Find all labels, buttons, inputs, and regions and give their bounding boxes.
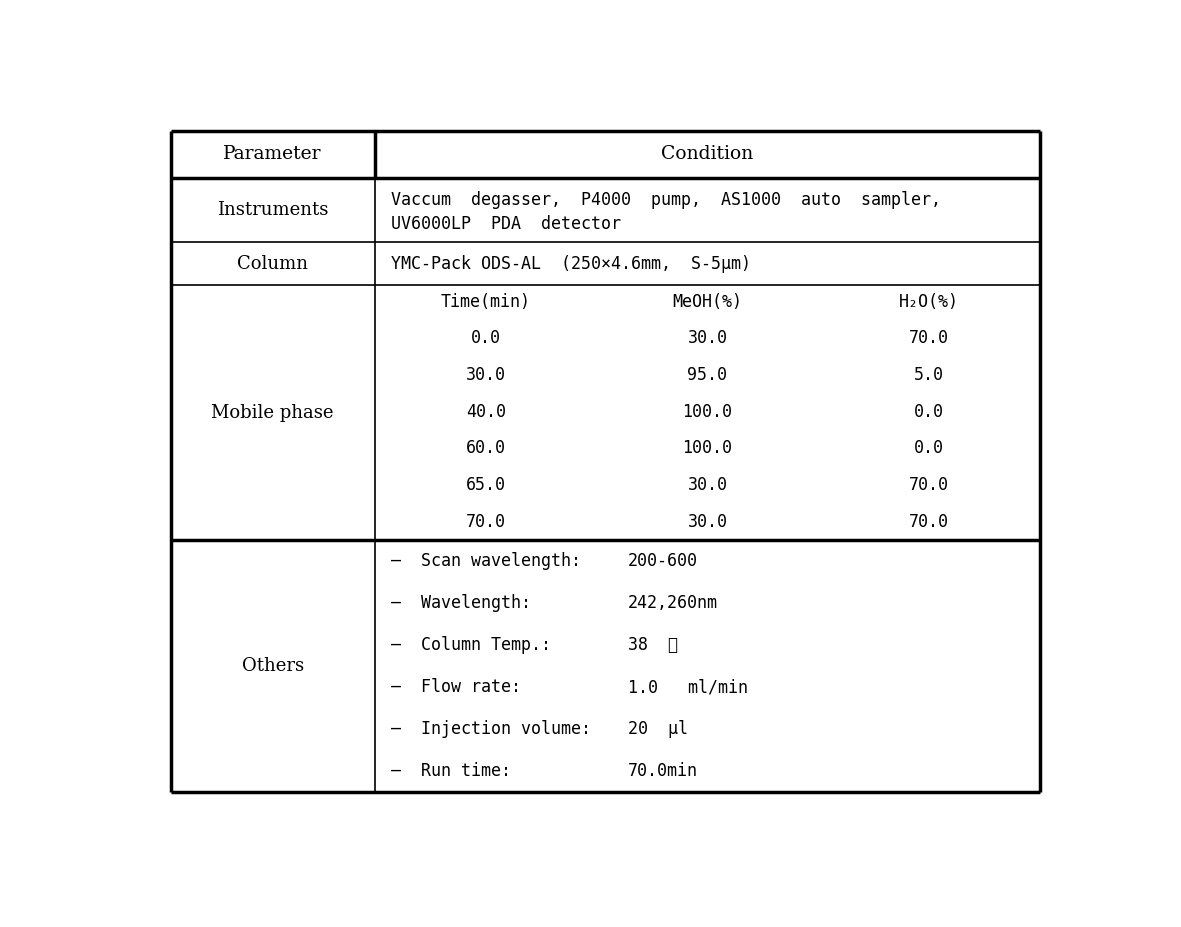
Text: Mobile phase: Mobile phase [211, 404, 334, 422]
Text: UV6000LP  PDA  detector: UV6000LP PDA detector [391, 215, 621, 233]
Text: –  Wavelength:: – Wavelength: [391, 594, 531, 613]
Text: 0.0: 0.0 [471, 329, 501, 347]
Text: 30.0: 30.0 [465, 366, 505, 384]
Text: Time(min): Time(min) [441, 293, 530, 311]
Text: 38  ℃: 38 ℃ [627, 637, 678, 654]
Text: 242,260nm: 242,260nm [627, 594, 718, 613]
Text: 70.0: 70.0 [909, 513, 950, 531]
Text: 65.0: 65.0 [465, 476, 505, 494]
Text: 70.0: 70.0 [465, 513, 505, 531]
Text: MeOH(%): MeOH(%) [672, 293, 743, 311]
Text: 30.0: 30.0 [687, 476, 727, 494]
Text: 30.0: 30.0 [687, 329, 727, 347]
Text: 100.0: 100.0 [683, 439, 732, 457]
Text: 0.0: 0.0 [914, 402, 944, 421]
Text: –  Flow rate:: – Flow rate: [391, 679, 521, 696]
Text: 5.0: 5.0 [914, 366, 944, 384]
Text: 70.0min: 70.0min [627, 762, 698, 781]
Text: 100.0: 100.0 [683, 402, 732, 421]
Text: Condition: Condition [661, 146, 753, 163]
Text: 1.0   ml/min: 1.0 ml/min [627, 679, 748, 696]
Text: Others: Others [242, 657, 304, 676]
Text: 60.0: 60.0 [465, 439, 505, 457]
Text: 95.0: 95.0 [687, 366, 727, 384]
Text: 200-600: 200-600 [627, 552, 698, 570]
Text: 20  μl: 20 μl [627, 720, 687, 739]
Text: –  Column Temp.:: – Column Temp.: [391, 637, 552, 654]
Text: 70.0: 70.0 [909, 329, 950, 347]
Text: 40.0: 40.0 [465, 402, 505, 421]
Text: Vaccum  degasser,  P4000  pump,  AS1000  auto  sampler,: Vaccum degasser, P4000 pump, AS1000 auto… [391, 192, 941, 210]
Text: 30.0: 30.0 [687, 513, 727, 531]
Text: –  Injection volume:: – Injection volume: [391, 720, 592, 739]
Text: 0.0: 0.0 [914, 439, 944, 457]
Text: Column: Column [237, 255, 308, 273]
Text: YMC-Pack ODS-AL  (250×4.6mm,  S-5μm): YMC-Pack ODS-AL (250×4.6mm, S-5μm) [391, 255, 751, 273]
Text: –  Scan wavelength:: – Scan wavelength: [391, 552, 581, 570]
Text: Parameter: Parameter [223, 146, 322, 163]
Text: 70.0: 70.0 [909, 476, 950, 494]
Text: Instruments: Instruments [217, 201, 328, 219]
Text: –  Run time:: – Run time: [391, 762, 511, 781]
Text: H₂O(%): H₂O(%) [899, 293, 959, 311]
